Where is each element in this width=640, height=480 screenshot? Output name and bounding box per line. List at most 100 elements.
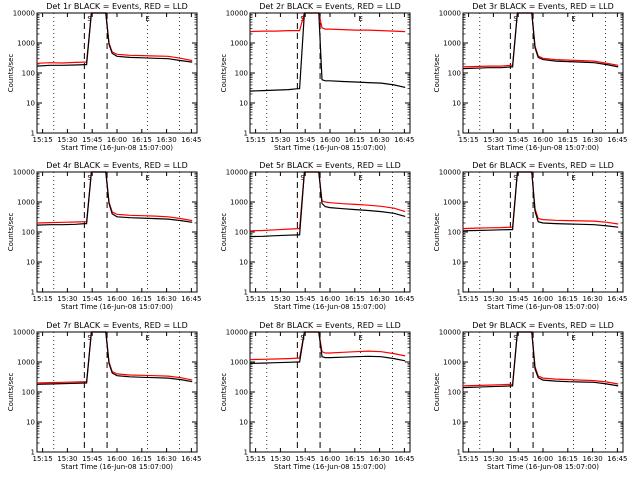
series-line-lld (249, 331, 406, 361)
y-axis-label: Counts/sec (220, 54, 228, 93)
marker-label-e: E (358, 334, 362, 342)
y-tick-label: 1000 (443, 40, 461, 48)
x-axis-label: Start Time (16-Jun-08 15:07:00) (61, 463, 173, 471)
x-tick-label: 15:15 (459, 455, 479, 463)
y-tick-label: 10 (452, 419, 461, 427)
y-tick-label: 10000 (226, 329, 248, 337)
panel-5: Det 5r BLACK = Events, RED = LLD S E 1 10 100… (220, 161, 414, 311)
panel-title: Det 8r BLACK = Events, RED = LLD (259, 321, 401, 330)
y-axis-label: Counts/sec (433, 213, 441, 252)
y-axis-label: Counts/sec (7, 54, 15, 93)
y-tick-label: 100 (22, 229, 35, 237)
x-axis-label: Start Time (16-Jun-08 15:07:00) (487, 463, 599, 471)
series-line-lld (462, 171, 619, 230)
panel-4: Det 4r BLACK = Events, RED = LLD S E 1 10 100… (7, 161, 201, 311)
x-tick-label: 16:15 (558, 136, 578, 144)
y-tick-label: 10 (26, 259, 35, 267)
panel-title: Det 3r BLACK = Events, RED = LLD (472, 2, 614, 11)
x-axis-label: Start Time (16-Jun-08 15:07:00) (274, 303, 386, 311)
y-tick-label: 10 (239, 419, 248, 427)
x-tick-label: 16:45 (607, 136, 627, 144)
x-tick-label: 16:30 (370, 136, 390, 144)
x-tick-label: 16:30 (583, 136, 603, 144)
x-tick-label: 16:00 (320, 455, 340, 463)
plot-frame (462, 12, 624, 134)
marker-label-e: E (358, 15, 362, 23)
marker-label-e: E (358, 174, 362, 182)
x-tick-label: 15:45 (82, 136, 102, 144)
series-line-events (249, 12, 406, 92)
x-tick-label: 15:45 (295, 136, 315, 144)
y-axis-label: Counts/sec (433, 54, 441, 93)
y-tick-label: 10000 (13, 169, 35, 177)
panel-title: Det 1r BLACK = Events, RED = LLD (46, 2, 188, 11)
y-tick-label: 1000 (443, 199, 461, 207)
x-tick-label: 15:30 (57, 455, 77, 463)
y-tick-label: 1 (31, 449, 35, 457)
plot-frame (249, 171, 411, 293)
y-tick-label: 1 (457, 449, 461, 457)
y-axis-label: Counts/sec (433, 373, 441, 412)
panel-title: Det 7r BLACK = Events, RED = LLD (46, 321, 188, 330)
x-tick-label: 16:30 (157, 295, 177, 303)
x-tick-label: 15:30 (270, 136, 290, 144)
y-tick-label: 1000 (230, 359, 248, 367)
y-tick-label: 1000 (17, 359, 35, 367)
x-axis-label: Start Time (16-Jun-08 15:07:00) (61, 303, 173, 311)
y-tick-label: 100 (448, 229, 461, 237)
marker-label-s: S (87, 174, 92, 182)
panel-9: Det 9r BLACK = Events, RED = LLD S E 1 10 100… (433, 321, 627, 471)
x-tick-label: 16:30 (583, 295, 603, 303)
y-tick-label: 1 (244, 449, 248, 457)
panel-1: Det 1r BLACK = Events, RED = LLD S E 1 10 100… (7, 2, 201, 152)
y-axis-label: Counts/sec (7, 373, 15, 412)
x-tick-label: 16:00 (107, 455, 127, 463)
y-tick-label: 1000 (230, 40, 248, 48)
y-tick-label: 1000 (443, 359, 461, 367)
y-tick-label: 100 (235, 389, 248, 397)
plot-frame (36, 171, 198, 293)
y-tick-label: 10 (452, 259, 461, 267)
x-tick-label: 15:30 (57, 136, 77, 144)
x-tick-label: 16:45 (394, 136, 414, 144)
panel-title: Det 2r BLACK = Events, RED = LLD (259, 2, 401, 11)
y-axis-label: Counts/sec (220, 373, 228, 412)
x-tick-label: 16:45 (394, 455, 414, 463)
y-axis-label: Counts/sec (7, 213, 15, 252)
x-tick-label: 16:30 (370, 455, 390, 463)
x-tick-label: 16:00 (320, 136, 340, 144)
x-tick-label: 16:15 (132, 136, 152, 144)
marker-label-s: S (513, 174, 518, 182)
x-tick-label: 15:30 (270, 455, 290, 463)
series-line-events (36, 12, 193, 67)
series-line-lld (36, 12, 193, 64)
x-tick-label: 15:45 (82, 455, 102, 463)
x-tick-label: 15:45 (295, 455, 315, 463)
x-tick-label: 16:15 (132, 295, 152, 303)
y-tick-label: 10 (239, 259, 248, 267)
x-tick-label: 15:15 (33, 295, 53, 303)
plot-frame (462, 331, 624, 453)
x-tick-label: 16:00 (533, 136, 553, 144)
panel-7: Det 7r BLACK = Events, RED = LLD S E 1 10 100… (7, 321, 201, 471)
y-tick-label: 10000 (13, 329, 35, 337)
x-tick-label: 15:45 (508, 455, 528, 463)
x-tick-label: 16:15 (558, 295, 578, 303)
x-tick-label: 16:15 (132, 455, 152, 463)
y-tick-label: 100 (235, 229, 248, 237)
x-axis-label: Start Time (16-Jun-08 15:07:00) (487, 144, 599, 152)
marker-label-e: E (571, 334, 575, 342)
x-tick-label: 16:00 (107, 295, 127, 303)
marker-label-s: S (513, 15, 518, 23)
y-tick-label: 1 (31, 289, 35, 297)
series-line-events (462, 331, 619, 389)
x-tick-label: 16:30 (157, 136, 177, 144)
panel-title: Det 9r BLACK = Events, RED = LLD (472, 321, 614, 330)
series-line-events (462, 171, 619, 232)
y-tick-label: 10 (26, 100, 35, 108)
x-tick-label: 16:45 (394, 295, 414, 303)
x-tick-label: 16:00 (533, 295, 553, 303)
